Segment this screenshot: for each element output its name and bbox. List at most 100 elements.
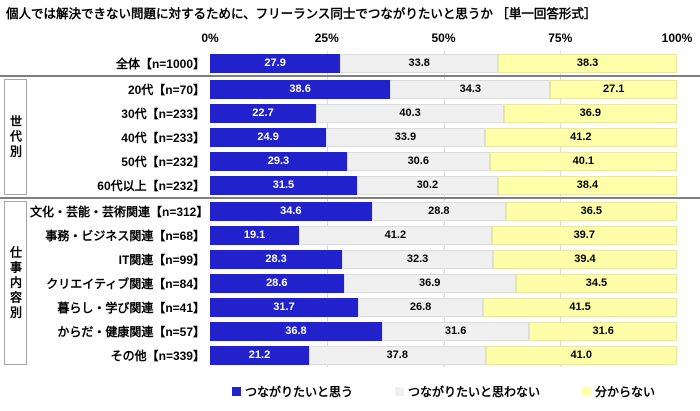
group-gutter: 仕事内容別 bbox=[0, 199, 30, 367]
x-axis-tick: 100% bbox=[661, 31, 693, 45]
segment-unknown: 39.7 bbox=[491, 225, 677, 245]
segment-agree: 27.9 bbox=[210, 53, 341, 73]
legend-swatch-icon bbox=[581, 387, 591, 396]
stacked-bar: 28.3 32.3 39.4 bbox=[210, 249, 677, 269]
segment-disagree: 26.8 bbox=[358, 297, 484, 317]
row-group: 全体【n=1000】 27.9 33.8 38.3 bbox=[0, 51, 700, 75]
legend-label: つながりたいと思う bbox=[245, 385, 354, 399]
stacked-bar: 22.7 40.3 36.9 bbox=[210, 103, 677, 123]
segment-disagree: 33.9 bbox=[326, 127, 485, 147]
segment-unknown: 41.5 bbox=[483, 297, 677, 317]
table-row: 暮らし・学び関連【n=41】 31.7 26.8 41.5 bbox=[30, 295, 700, 319]
row-label: からだ・健康関連【n=57】 bbox=[57, 324, 205, 339]
table-row: 60代以上【n=232】 31.5 30.2 38.4 bbox=[30, 173, 700, 197]
segment-agree: 38.6 bbox=[210, 79, 391, 99]
x-axis-tick: 25% bbox=[314, 31, 339, 45]
segment-unknown: 39.4 bbox=[492, 249, 677, 269]
segment-unknown: 41.0 bbox=[485, 345, 677, 365]
segment-agree: 34.6 bbox=[210, 201, 372, 221]
segment-disagree: 30.2 bbox=[356, 175, 498, 195]
table-row: クリエイティブ関連【n=84】 28.6 36.9 34.5 bbox=[30, 271, 700, 295]
segment-unknown: 38.4 bbox=[497, 175, 677, 195]
group-rows: 20代【n=70】 38.6 34.3 27.1 30代【n=233】 22.7 40.3 3… bbox=[30, 77, 700, 197]
row-label: 30代【n=233】 bbox=[121, 106, 205, 121]
row-label: 暮らし・学び関連【n=41】 bbox=[57, 300, 205, 315]
stacked-bar: 29.3 30.6 40.1 bbox=[210, 151, 677, 171]
group-label: 世代別 bbox=[8, 114, 23, 160]
segment-agree: 24.9 bbox=[210, 127, 327, 147]
row-label: 50代【n=232】 bbox=[121, 154, 205, 169]
table-row: 全体【n=1000】 27.9 33.8 38.3 bbox=[30, 51, 700, 75]
row-label: 60代以上【n=232】 bbox=[97, 178, 205, 193]
segment-disagree: 36.9 bbox=[343, 273, 516, 293]
group-label-box: 世代別 bbox=[4, 79, 27, 195]
table-row: 20代【n=70】 38.6 34.3 27.1 bbox=[30, 77, 700, 101]
legend: つながりたいと思う つながりたいと思わない 分からない bbox=[210, 383, 677, 400]
segment-agree: 31.7 bbox=[210, 297, 359, 317]
stacked-bar: 27.9 33.8 38.3 bbox=[210, 53, 677, 73]
row-label: IT関連【n=99】 bbox=[118, 252, 205, 267]
legend-swatch-icon bbox=[232, 387, 241, 396]
segment-disagree: 41.2 bbox=[299, 225, 492, 245]
row-label: 事務・ビジネス関連【n=68】 bbox=[45, 228, 205, 243]
table-row: 事務・ビジネス関連【n=68】 19.1 41.2 39.7 bbox=[30, 223, 700, 247]
table-row: 文化・芸能・芸術関連【n=312】 34.6 28.8 36.5 bbox=[30, 199, 700, 223]
row-group: 世代別 20代【n=70】 38.6 34.3 27.1 30代【n=233】 22.7 40… bbox=[0, 75, 700, 197]
segment-unknown: 40.1 bbox=[489, 151, 677, 171]
stacked-bar: 36.8 31.6 31.6 bbox=[210, 321, 677, 341]
legend-swatch-icon bbox=[394, 387, 404, 396]
segment-disagree: 33.8 bbox=[340, 53, 499, 73]
row-label: その他【n=339】 bbox=[110, 348, 205, 363]
legend-item: つながりたいと思う bbox=[232, 383, 353, 400]
segment-agree: 22.7 bbox=[210, 103, 316, 123]
group-label-box: 仕事内容別 bbox=[4, 201, 27, 365]
segment-agree: 29.3 bbox=[210, 151, 347, 171]
segment-unknown: 38.3 bbox=[498, 53, 677, 73]
stacked-bar: 31.7 26.8 41.5 bbox=[210, 297, 677, 317]
group-rows: 全体【n=1000】 27.9 33.8 38.3 bbox=[30, 51, 700, 75]
table-row: からだ・健康関連【n=57】 36.8 31.6 31.6 bbox=[30, 319, 700, 343]
table-row: 30代【n=233】 22.7 40.3 36.9 bbox=[30, 101, 700, 125]
segment-unknown: 41.2 bbox=[484, 127, 677, 147]
segment-agree: 21.2 bbox=[210, 345, 309, 365]
segment-unknown: 27.1 bbox=[550, 79, 677, 99]
x-axis-tick: 50% bbox=[431, 31, 456, 45]
segment-disagree: 34.3 bbox=[390, 79, 551, 99]
row-label: 40代【n=233】 bbox=[121, 130, 205, 145]
segment-unknown: 36.9 bbox=[504, 103, 677, 123]
row-label: 20代【n=70】 bbox=[127, 82, 205, 97]
group-label: 仕事内容別 bbox=[8, 245, 23, 321]
chart-title: 個人では解決できない問題に対するために、フリーランス同士でつながりたいと思うか … bbox=[6, 7, 597, 21]
stacked-bar: 21.2 37.8 41.0 bbox=[210, 345, 677, 365]
legend-item: 分からない bbox=[581, 383, 655, 400]
group-rows: 文化・芸能・芸術関連【n=312】 34.6 28.8 36.5 事務・ビジネス関連【n… bbox=[30, 199, 700, 367]
segment-disagree: 32.3 bbox=[342, 249, 493, 269]
segment-disagree: 40.3 bbox=[316, 103, 505, 123]
segment-unknown: 34.5 bbox=[515, 273, 677, 293]
table-row: 40代【n=233】 24.9 33.9 41.2 bbox=[30, 125, 700, 149]
table-row: 50代【n=232】 29.3 30.6 40.1 bbox=[30, 149, 700, 173]
segment-agree: 28.3 bbox=[210, 249, 343, 269]
row-group: 仕事内容別 文化・芸能・芸術関連【n=312】 34.6 28.8 36.5 事務・ビジネ… bbox=[0, 197, 700, 367]
legend-item: つながりたいと思わない bbox=[394, 383, 540, 400]
segment-disagree: 37.8 bbox=[309, 345, 486, 365]
legend-label: 分からない bbox=[594, 385, 655, 399]
stacked-bar: 28.6 36.9 34.5 bbox=[210, 273, 677, 293]
row-label: 全体【n=1000】 bbox=[115, 56, 205, 71]
stacked-bar: 24.9 33.9 41.2 bbox=[210, 127, 677, 147]
segment-disagree: 30.6 bbox=[346, 151, 490, 171]
table-row: その他【n=339】 21.2 37.8 41.0 bbox=[30, 343, 700, 367]
segment-disagree: 31.6 bbox=[381, 321, 530, 341]
segment-disagree: 28.8 bbox=[371, 201, 507, 221]
segment-agree: 19.1 bbox=[210, 225, 300, 245]
stacked-bar: 34.6 28.8 36.5 bbox=[210, 201, 677, 221]
segment-agree: 31.5 bbox=[210, 175, 357, 195]
row-label: クリエイティブ関連【n=84】 bbox=[46, 276, 205, 291]
group-gutter: 世代別 bbox=[0, 77, 30, 197]
segment-unknown: 31.6 bbox=[529, 321, 677, 341]
segment-agree: 28.6 bbox=[210, 273, 344, 293]
legend-label: つながりたいと思わない bbox=[407, 385, 540, 399]
row-label: 文化・芸能・芸術関連【n=312】 bbox=[30, 204, 209, 219]
stacked-bar: 38.6 34.3 27.1 bbox=[210, 79, 677, 99]
